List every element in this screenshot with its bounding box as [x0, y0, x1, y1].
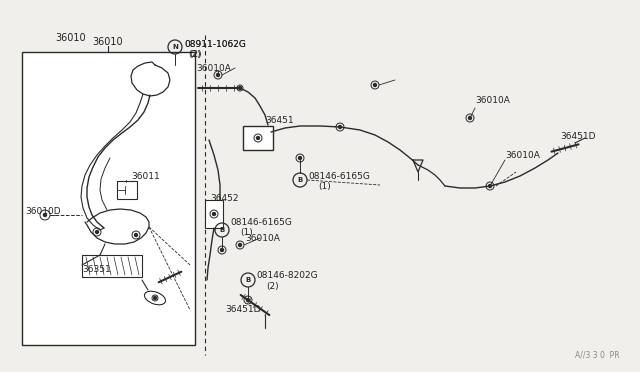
Text: 08911-1062G: 08911-1062G: [184, 39, 246, 48]
Circle shape: [488, 185, 492, 187]
Text: A//3 3 0  PR: A//3 3 0 PR: [575, 351, 620, 360]
Circle shape: [221, 248, 223, 251]
Circle shape: [95, 231, 99, 234]
Text: (1): (1): [240, 228, 253, 237]
Text: 08146-8202G: 08146-8202G: [256, 272, 317, 280]
Text: (2): (2): [188, 49, 200, 58]
Text: 36452: 36452: [210, 193, 239, 202]
Text: N: N: [172, 44, 178, 50]
Text: B: B: [220, 227, 225, 233]
FancyBboxPatch shape: [117, 181, 137, 199]
Circle shape: [246, 298, 250, 301]
Text: 36351: 36351: [82, 266, 111, 275]
Text: 08911-1062G: 08911-1062G: [184, 39, 246, 48]
Circle shape: [212, 212, 216, 215]
Circle shape: [257, 137, 259, 140]
Text: 36451D: 36451D: [225, 305, 260, 314]
Text: 36010: 36010: [93, 37, 124, 47]
Text: B: B: [298, 177, 303, 183]
Text: 36451: 36451: [265, 115, 294, 125]
Circle shape: [154, 296, 157, 299]
Circle shape: [239, 244, 241, 247]
Text: 36010A: 36010A: [196, 64, 231, 73]
Circle shape: [374, 83, 376, 87]
Text: 36010A: 36010A: [245, 234, 280, 243]
Text: B: B: [245, 277, 251, 283]
FancyBboxPatch shape: [243, 126, 273, 150]
Bar: [22, 52, 195, 345]
Text: (2): (2): [189, 49, 202, 58]
Circle shape: [239, 87, 241, 90]
Circle shape: [44, 214, 47, 217]
Circle shape: [339, 125, 342, 128]
Bar: [82, 255, 142, 277]
Text: 36451D: 36451D: [560, 131, 595, 141]
Bar: [205, 200, 223, 228]
Text: 08146-6165G: 08146-6165G: [308, 171, 370, 180]
Text: 36010A: 36010A: [475, 96, 510, 105]
Circle shape: [298, 157, 301, 160]
Text: 36010A: 36010A: [505, 151, 540, 160]
Text: 36010D: 36010D: [25, 206, 61, 215]
Text: (2): (2): [266, 282, 278, 291]
Circle shape: [216, 74, 220, 77]
Text: 08146-6165G: 08146-6165G: [230, 218, 292, 227]
Circle shape: [468, 116, 472, 119]
Text: 36010: 36010: [55, 33, 86, 43]
Text: 36011: 36011: [131, 171, 160, 180]
Text: (1): (1): [318, 182, 331, 190]
Circle shape: [134, 234, 138, 237]
